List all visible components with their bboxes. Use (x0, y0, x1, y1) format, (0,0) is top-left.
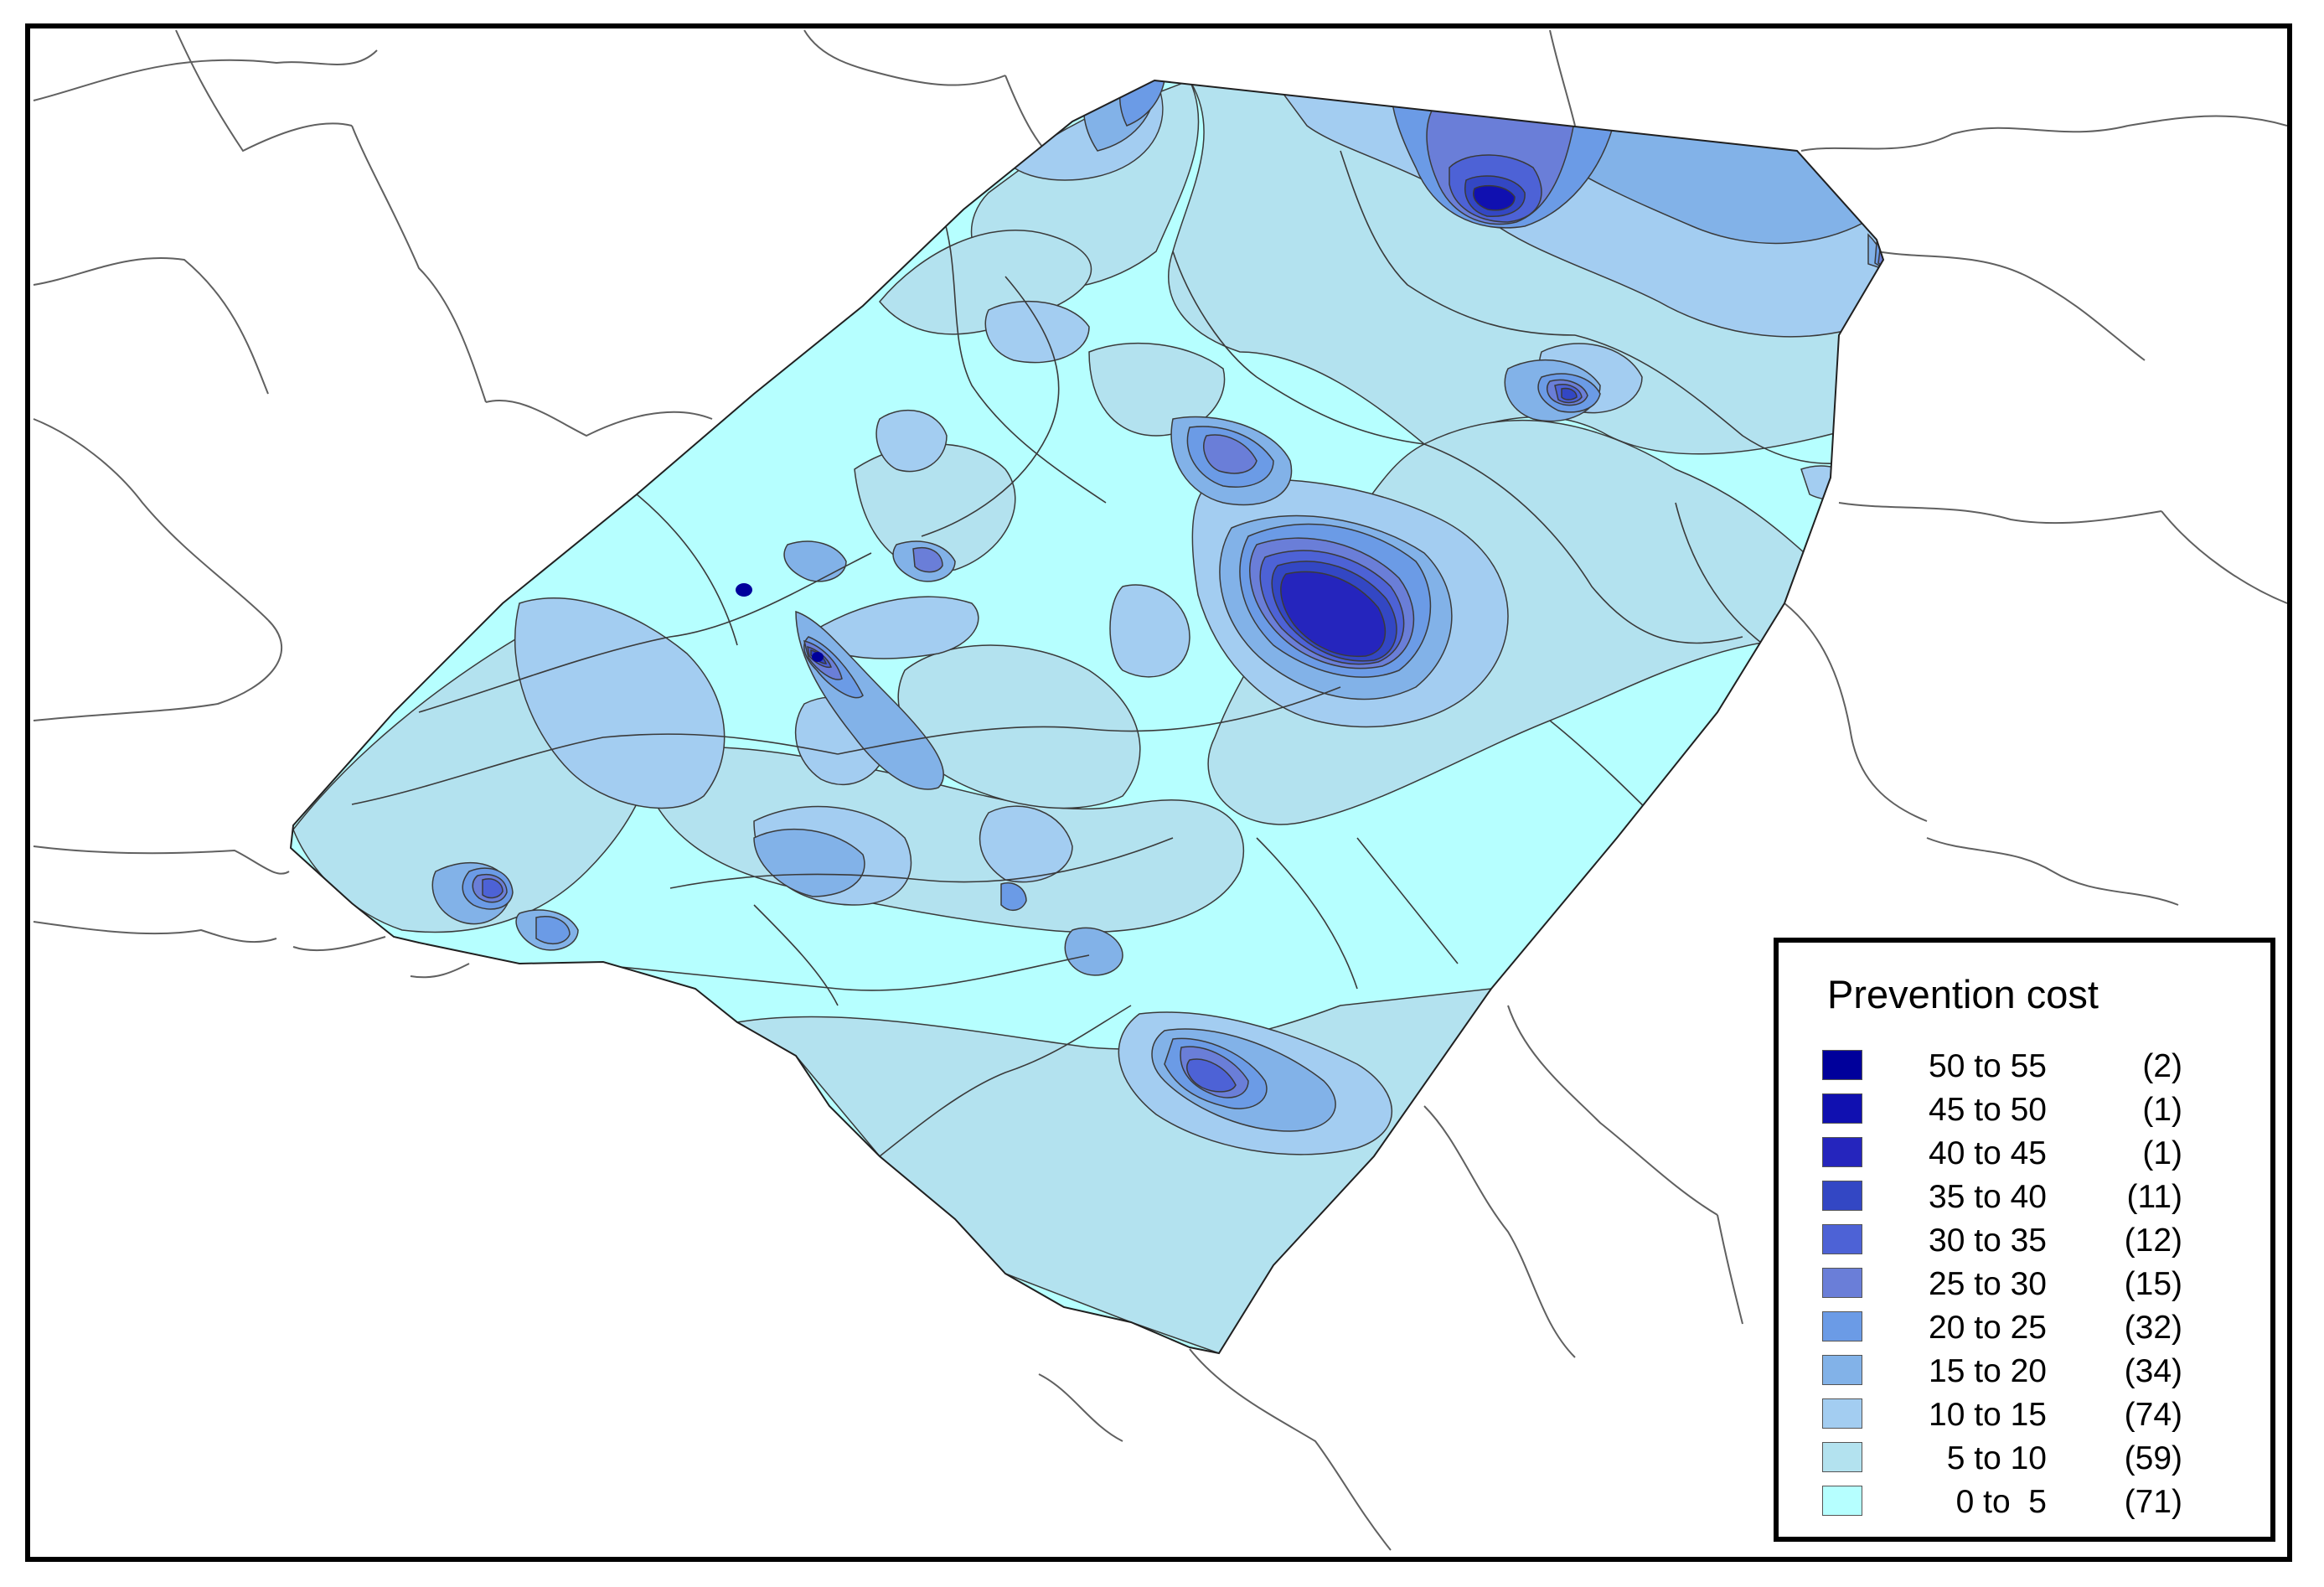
legend-count-label: (59) (2124, 1440, 2182, 1476)
legend-count-label: (2) (2142, 1048, 2182, 1084)
legend-swatch (1822, 1486, 1862, 1516)
legend-item: 45 to 50 (1) (1822, 1092, 2258, 1128)
legend-count-label: (34) (2124, 1353, 2182, 1389)
legend-swatch (1822, 1224, 1862, 1254)
legend-swatch (1822, 1093, 1862, 1124)
legend-count-label: (11) (2126, 1179, 2182, 1215)
legend-item: 35 to 40 (11) (1822, 1179, 2258, 1215)
legend-swatch (1822, 1311, 1862, 1341)
legend-item: 30 to 35 (12) (1822, 1223, 2258, 1259)
legend-count-label: (71) (2124, 1484, 2182, 1520)
legend-count-label: (1) (2142, 1135, 2182, 1171)
study-area-outline (289, 79, 1885, 1355)
legend-title: Prevention cost (1827, 972, 2099, 1016)
map-frame: Prevention cost 50 to 55 (2) 45 to 50 (1) 40… (25, 23, 2292, 1562)
legend-item: 40 to 45 (1) (1822, 1135, 2258, 1171)
legend-swatch (1822, 1050, 1862, 1080)
legend-swatch (1822, 1398, 1862, 1429)
legend-item: 15 to 20 (34) (1822, 1353, 2258, 1389)
class-50-55-spot (736, 583, 752, 597)
legend-range-label: 20 to 25 (1929, 1310, 2047, 1346)
legend-range-label: 45 to 50 (1929, 1092, 2047, 1128)
legend-range-label: 10 to 15 (1929, 1397, 2047, 1433)
class-50-55-spot (812, 652, 824, 662)
legend-swatch (1822, 1268, 1862, 1298)
legend-item: 10 to 15 (74) (1822, 1397, 2258, 1433)
study-area (291, 80, 1883, 1353)
legend-swatch (1822, 1355, 1862, 1385)
legend-count-label: (32) (2124, 1310, 2182, 1346)
legend-range-label: 0 to 5 (1955, 1484, 2047, 1520)
legend-range-label: 25 to 30 (1929, 1266, 2047, 1302)
legend-item: 5 to 10 (59) (1822, 1440, 2258, 1476)
legend: Prevention cost 50 to 55 (2) 45 to 50 (1) 40… (1774, 938, 2275, 1542)
legend-count-label: (15) (2124, 1266, 2182, 1302)
legend-range-label: 5 to 10 (1946, 1440, 2047, 1476)
class-40-45-zone (1280, 571, 1387, 658)
legend-swatch (1822, 1181, 1862, 1211)
legend-count-label: (12) (2124, 1223, 2182, 1259)
legend-item: 25 to 30 (15) (1822, 1266, 2258, 1302)
legend-range-label: 40 to 45 (1929, 1135, 2047, 1171)
legend-range-label: 30 to 35 (1929, 1223, 2047, 1259)
outer-boundary-lines (33, 29, 2287, 1551)
contour-map (33, 29, 2287, 1551)
legend-item: 50 to 55 (2) (1822, 1048, 2258, 1084)
legend-swatch (1822, 1442, 1862, 1472)
legend-range-label: 15 to 20 (1929, 1353, 2047, 1389)
legend-range-label: 50 to 55 (1929, 1048, 2047, 1084)
legend-swatch (1822, 1137, 1862, 1167)
inner-boundary-lines (351, 150, 1883, 1157)
legend-item: 20 to 25 (32) (1822, 1310, 2258, 1346)
legend-count-label: (74) (2124, 1397, 2182, 1433)
legend-range-label: 35 to 40 (1929, 1179, 2047, 1215)
class-45-50-zone (1473, 184, 1516, 211)
legend-item: 0 to 5 (71) (1822, 1484, 2258, 1520)
legend-count-label: (1) (2142, 1092, 2182, 1128)
